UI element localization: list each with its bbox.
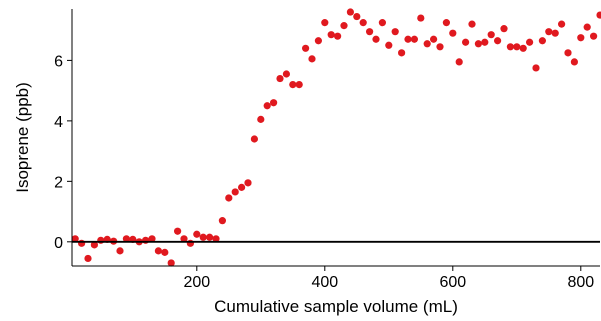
- data-point: [506, 43, 514, 51]
- data-point: [462, 38, 470, 46]
- data-point: [327, 31, 335, 39]
- data-point: [423, 40, 431, 48]
- data-point: [122, 235, 130, 243]
- data-point: [238, 183, 246, 191]
- data-point: [180, 235, 188, 243]
- data-point: [231, 188, 239, 196]
- x-tick-label: 800: [567, 274, 594, 291]
- data-point: [398, 49, 406, 57]
- data-point: [78, 239, 86, 247]
- y-tick-label: 0: [54, 235, 63, 252]
- data-point: [225, 194, 233, 202]
- data-point: [212, 235, 220, 243]
- data-point: [385, 41, 393, 49]
- data-point: [186, 239, 194, 247]
- data-point: [570, 58, 579, 66]
- data-point: [494, 37, 502, 45]
- data-point: [577, 34, 585, 42]
- data-point: [154, 247, 162, 255]
- data-point: [404, 35, 412, 43]
- data-point: [193, 230, 201, 238]
- x-axis-ticks: 200 400 600 800: [183, 266, 594, 291]
- data-point: [417, 14, 425, 22]
- data-point: [346, 8, 354, 16]
- data-point: [590, 32, 598, 40]
- data-point: [442, 19, 450, 27]
- data-point: [295, 80, 303, 89]
- data-point: [116, 247, 124, 255]
- x-axis-title: Cumulative sample volume (mL): [214, 297, 458, 316]
- data-point: [538, 37, 547, 45]
- data-point: [340, 22, 348, 30]
- data-point: [436, 43, 444, 51]
- data-point: [372, 35, 380, 43]
- data-point: [270, 99, 278, 107]
- data-point: [558, 20, 566, 28]
- data-point: [161, 248, 169, 256]
- data-point: [334, 32, 342, 40]
- data-point: [551, 29, 559, 37]
- data-point: [519, 44, 527, 52]
- data-point: [97, 236, 105, 244]
- data-point: [353, 12, 361, 21]
- y-axis-ticks: 0 2 4 6: [54, 53, 72, 252]
- y-axis-title: Isoprene (ppb): [13, 82, 32, 193]
- data-point: [71, 235, 79, 243]
- data-point: [148, 235, 156, 243]
- data-point: [263, 102, 271, 110]
- data-point: [487, 31, 495, 39]
- y-tick-label: 4: [54, 114, 63, 131]
- data-point: [596, 11, 601, 19]
- data-point: [321, 19, 329, 27]
- data-points: [71, 8, 601, 267]
- data-point: [455, 58, 463, 66]
- data-point: [90, 241, 98, 249]
- data-point: [282, 70, 290, 78]
- data-point: [513, 43, 521, 51]
- data-point: [308, 55, 316, 63]
- data-point: [564, 49, 572, 57]
- data-point: [468, 20, 476, 28]
- data-point: [359, 19, 367, 27]
- data-point: [206, 233, 214, 241]
- data-point: [526, 38, 534, 46]
- x-tick-label: 600: [439, 274, 466, 291]
- data-point: [257, 115, 265, 123]
- data-point: [174, 227, 182, 235]
- data-point: [366, 28, 374, 36]
- data-point: [244, 179, 252, 187]
- data-point: [142, 236, 150, 244]
- data-point: [218, 217, 226, 225]
- data-point: [391, 28, 399, 36]
- data-point: [532, 64, 540, 72]
- data-point: [250, 135, 258, 143]
- data-point: [314, 37, 322, 45]
- data-point: [276, 74, 284, 83]
- data-point: [500, 25, 508, 33]
- data-point: [449, 29, 457, 37]
- data-point: [378, 19, 386, 27]
- x-tick-label: 400: [311, 274, 338, 291]
- data-point: [410, 35, 418, 43]
- data-point: [167, 259, 175, 267]
- x-tick-label: 200: [183, 274, 210, 291]
- data-point: [289, 80, 297, 89]
- data-point: [545, 28, 553, 36]
- data-point: [302, 44, 310, 52]
- data-point: [84, 254, 92, 263]
- y-tick-label: 2: [54, 174, 63, 191]
- data-point: [199, 233, 207, 241]
- data-point: [481, 38, 489, 46]
- data-point: [583, 23, 591, 31]
- data-point: [474, 40, 482, 48]
- data-point: [430, 35, 438, 43]
- y-tick-label: 6: [54, 53, 63, 70]
